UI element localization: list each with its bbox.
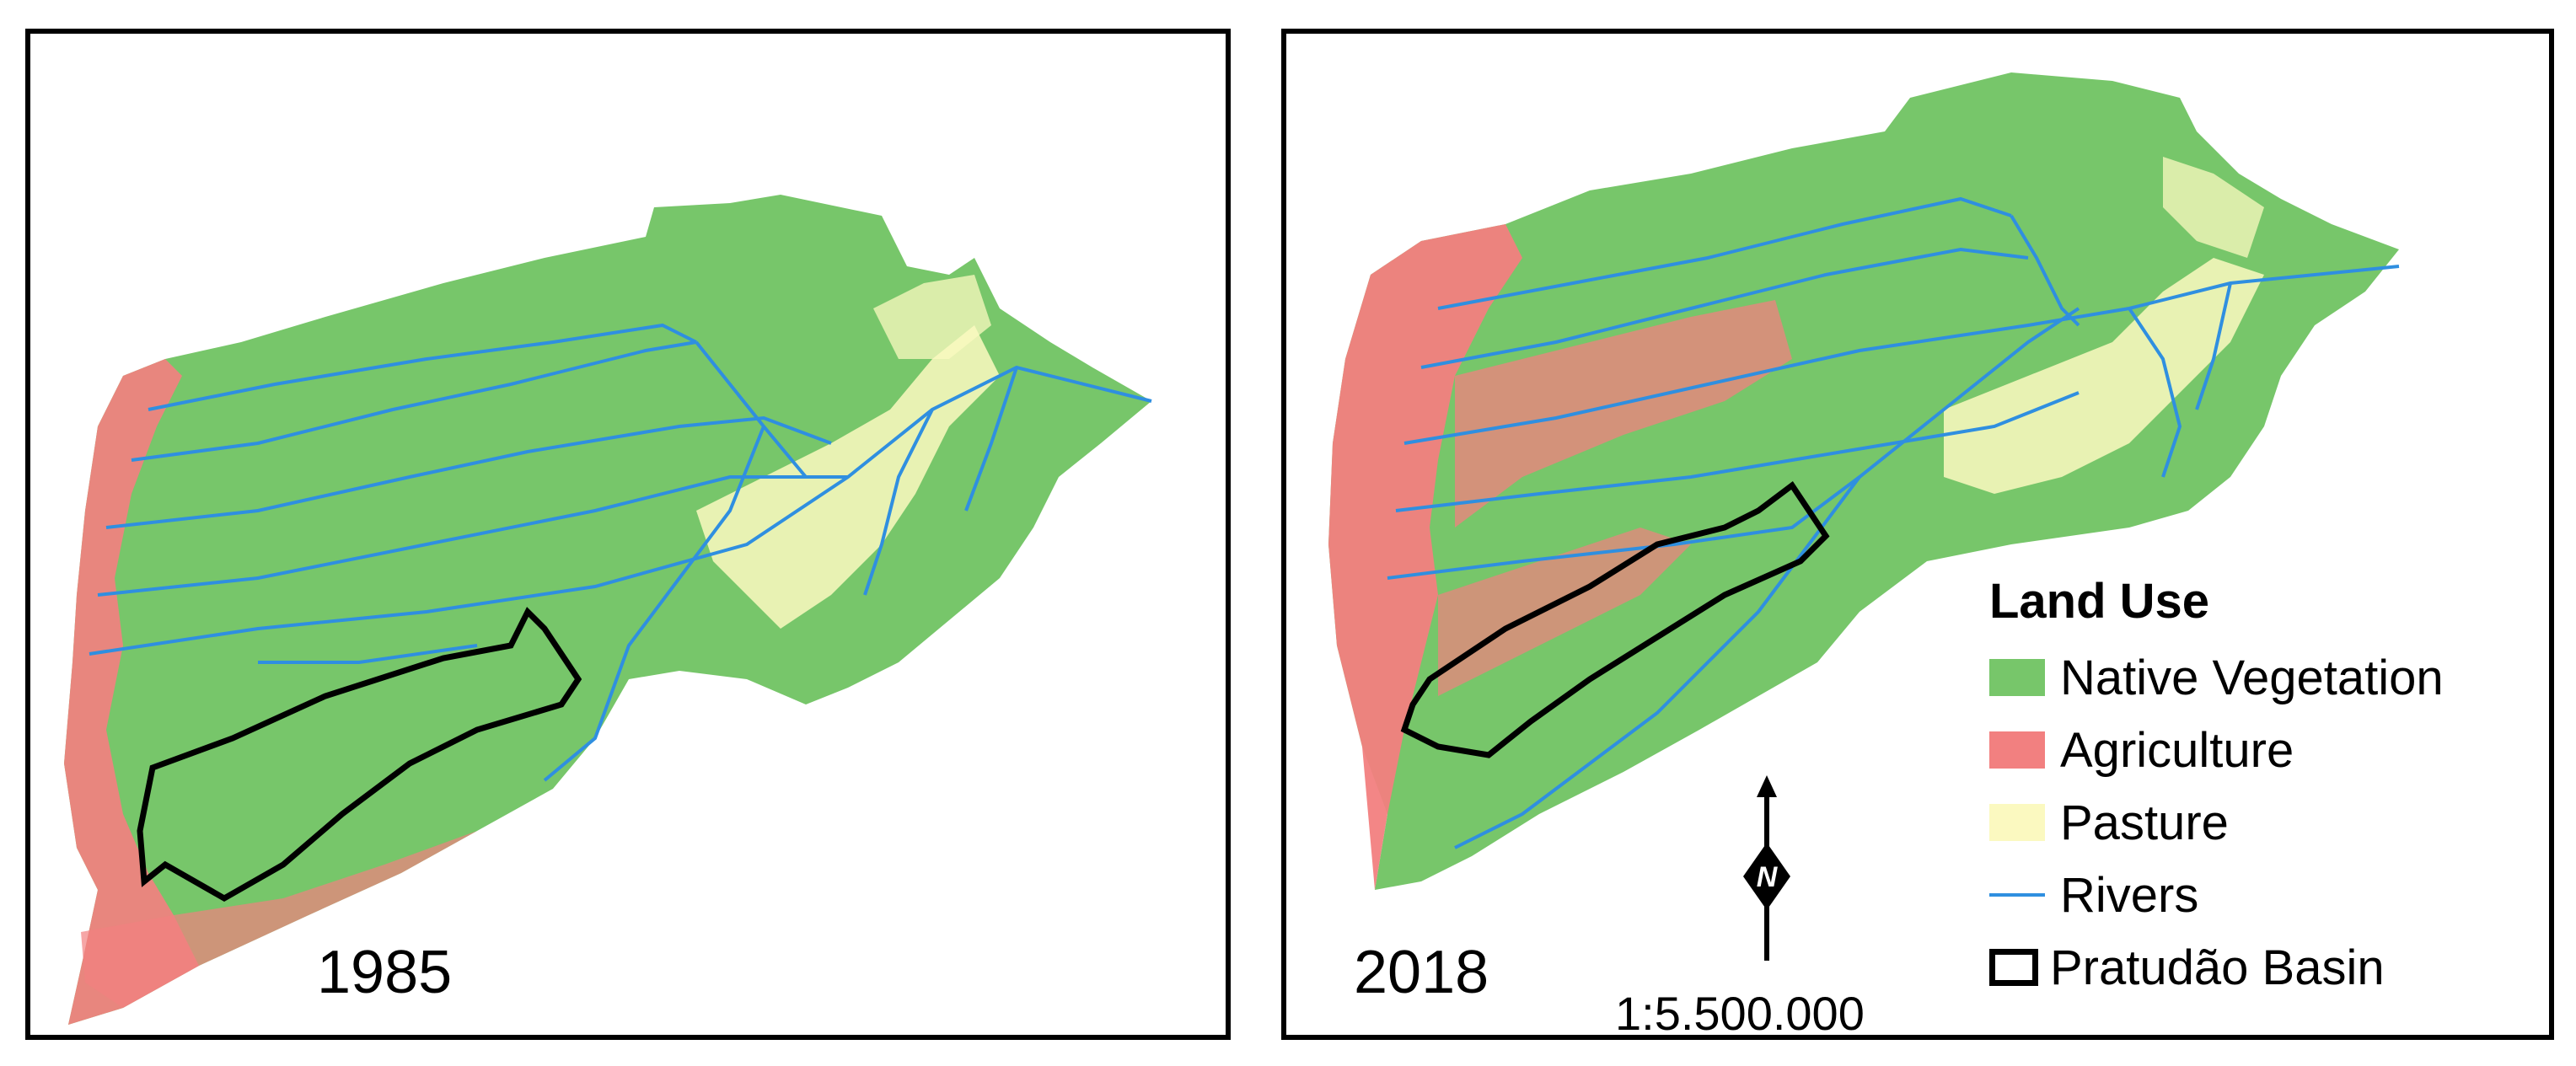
map-panel-2018: 2018 N 1:5.500.000 — [1281, 29, 2554, 1040]
legend-item-pasture: Pasture — [1989, 786, 2444, 859]
region-agriculture-west — [1328, 224, 1522, 890]
legend: Land Use Native Vegetation Agriculture P… — [1989, 573, 2444, 1004]
rivers-2018 — [1387, 196, 2400, 849]
legend-item-pratudao-basin: Pratudão Basin — [1989, 931, 2444, 1004]
region-agriculture-south — [1438, 528, 1691, 696]
region-agriculture-west — [64, 359, 199, 1025]
region-pasture-east — [1944, 258, 2264, 494]
legend-label: Pratudão Basin — [2050, 940, 2385, 995]
rivers-1985 — [89, 323, 1152, 782]
region-agriculture-center — [1455, 300, 1792, 528]
region-native-vegetation — [1328, 72, 2399, 890]
year-label-1985: 1985 — [317, 939, 453, 1006]
region-pasture-northeast — [873, 275, 991, 359]
legend-title: Land Use — [1989, 574, 2210, 629]
map-1985 — [64, 195, 1152, 1025]
scale-label: 1:5.500.000 — [1615, 987, 1865, 1040]
swatch-native-vegetation — [1989, 659, 2045, 696]
map-panel-1985: 1985 — [25, 29, 1231, 1040]
map-2018 — [1328, 72, 2400, 890]
north-arrow-icon: N — [1743, 775, 1790, 961]
year-label-2018: 2018 — [1354, 939, 1489, 1006]
swatch-pasture — [1989, 804, 2045, 841]
swatch-rivers — [1989, 893, 2045, 897]
swatch-agriculture — [1989, 731, 2045, 769]
legend-item-rivers: Rivers — [1989, 859, 2444, 931]
region-agriculture-south — [81, 831, 477, 1008]
legend-item-agriculture: Agriculture — [1989, 714, 2444, 786]
legend-label: Pasture — [2060, 795, 2229, 850]
legend-label: Native Vegetation — [2060, 650, 2444, 705]
north-label: N — [1757, 861, 1779, 893]
legend-label: Rivers — [2060, 867, 2199, 923]
region-pasture-northeast — [2163, 157, 2264, 258]
legend-item-native-vegetation: Native Vegetation — [1989, 641, 2444, 714]
pratudao-basin-outline-1985 — [137, 607, 582, 903]
legend-label: Agriculture — [2060, 722, 2294, 778]
swatch-pratudao-basin — [1989, 949, 2038, 986]
pratudao-basin-outline-2018 — [1400, 480, 1830, 758]
